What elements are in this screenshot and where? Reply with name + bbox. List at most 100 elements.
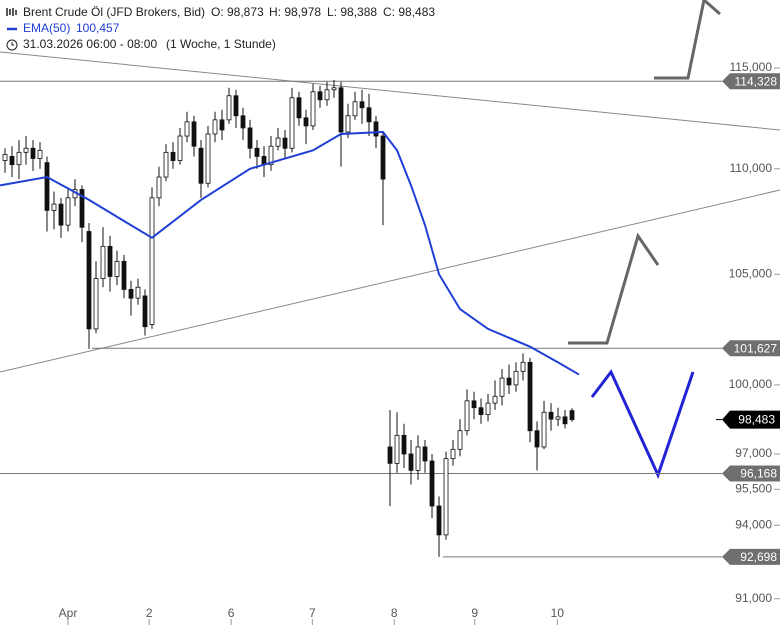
candle-body bbox=[394, 434, 400, 464]
y-tick-label: 95,500 bbox=[735, 481, 772, 495]
x-tick-label: 7 bbox=[309, 606, 316, 620]
level-label: 114,328 bbox=[735, 74, 778, 88]
candle-body bbox=[191, 121, 197, 147]
clock-hands bbox=[11, 42, 14, 46]
candle-body bbox=[443, 458, 449, 536]
candle-body bbox=[471, 400, 477, 409]
candle-body bbox=[562, 416, 568, 425]
candle-body bbox=[163, 151, 169, 178]
timestamp: 31.03.2026 06:00 - 08:00 bbox=[23, 37, 157, 51]
y-tick-label: 105,000 bbox=[729, 266, 773, 280]
candle-body bbox=[282, 137, 288, 149]
candle-body bbox=[205, 133, 211, 184]
candle-body bbox=[548, 411, 554, 420]
candle-body bbox=[387, 446, 393, 464]
trendline bbox=[0, 51, 780, 131]
candle-body bbox=[142, 295, 148, 328]
candle-body bbox=[149, 197, 155, 325]
candle-body bbox=[37, 149, 43, 159]
legend-value: 100,457 bbox=[76, 21, 120, 35]
clock-icon bbox=[6, 39, 18, 51]
candle-body bbox=[303, 117, 309, 127]
candle-body bbox=[569, 410, 575, 420]
x-tick-label: 6 bbox=[228, 606, 235, 620]
candle-body bbox=[499, 377, 505, 397]
legend-label: EMA(50) bbox=[23, 21, 70, 35]
candle-body bbox=[100, 245, 106, 279]
candle-body bbox=[30, 147, 36, 159]
candle-body bbox=[541, 411, 547, 448]
candle-body bbox=[44, 162, 50, 211]
candle-body bbox=[401, 434, 407, 455]
x-tick-label: 10 bbox=[551, 606, 565, 620]
x-tick-label: 9 bbox=[471, 606, 478, 620]
ohlc-low: L: 98,388 bbox=[327, 5, 377, 19]
candle-body bbox=[380, 135, 386, 180]
y-tick-label: 91,000 bbox=[735, 591, 772, 605]
candle-body bbox=[135, 286, 141, 299]
candle-body bbox=[485, 402, 491, 415]
candle-body bbox=[2, 153, 8, 161]
candle-body bbox=[338, 87, 344, 133]
candle-body bbox=[268, 145, 274, 166]
candle-body bbox=[373, 121, 379, 137]
candle-body bbox=[317, 91, 323, 101]
y-tick-label: 115,000 bbox=[730, 60, 773, 74]
candle-body bbox=[310, 91, 316, 127]
y-tick-label: 94,000 bbox=[735, 517, 772, 531]
candle-body bbox=[457, 430, 463, 450]
last-price-label: 98,483 bbox=[738, 413, 775, 427]
scenario-path bbox=[654, 0, 721, 80]
x-tick-label: Apr bbox=[59, 606, 78, 620]
level-tag bbox=[722, 548, 780, 565]
candle-body bbox=[289, 97, 295, 149]
header: Brent Crude Öl (JFD Brokers, Bid) O: 98,… bbox=[6, 5, 435, 51]
scenario-path bbox=[568, 232, 660, 345]
candle-body bbox=[436, 505, 442, 536]
candle-body bbox=[513, 370, 519, 386]
candle-body bbox=[478, 407, 484, 415]
candle-body bbox=[107, 245, 113, 277]
scenario-path bbox=[590, 369, 695, 480]
candle-body bbox=[114, 260, 120, 277]
candle-body bbox=[86, 231, 92, 330]
candle-body bbox=[16, 151, 22, 166]
candle-body bbox=[9, 156, 15, 166]
candle-body bbox=[184, 121, 190, 137]
timeframe: (1 Woche, 1 Stunde) bbox=[166, 37, 276, 51]
candle-body bbox=[366, 107, 372, 123]
candle-body bbox=[58, 203, 64, 226]
candle-body bbox=[226, 95, 232, 121]
candle-body bbox=[121, 260, 127, 290]
candle-body bbox=[51, 203, 57, 211]
candle-body bbox=[555, 416, 561, 420]
candle-body bbox=[177, 135, 183, 161]
y-tick-label: 100,000 bbox=[729, 377, 773, 391]
candle-body bbox=[359, 101, 365, 109]
level-label: 101,627 bbox=[734, 341, 778, 355]
candle-body bbox=[156, 176, 162, 199]
candle-body bbox=[247, 127, 253, 149]
level-tag bbox=[722, 73, 780, 90]
x-tick-label: 2 bbox=[146, 606, 153, 620]
level-tag bbox=[722, 465, 780, 482]
level-tag bbox=[722, 340, 780, 357]
candle-body bbox=[198, 147, 204, 184]
y-tick-label: 97,000 bbox=[735, 446, 772, 460]
candle-body bbox=[212, 119, 218, 135]
candle-body bbox=[345, 115, 351, 133]
candle-body bbox=[65, 197, 71, 226]
ohlc-close: C: 98,483 bbox=[383, 5, 435, 19]
candle-body bbox=[296, 97, 302, 119]
candle-body bbox=[324, 89, 330, 101]
candle-body bbox=[520, 361, 526, 372]
candle-body bbox=[408, 453, 414, 471]
candle-body bbox=[429, 460, 435, 507]
candle-body bbox=[233, 95, 239, 117]
candle-body bbox=[93, 278, 99, 330]
candle-body bbox=[79, 189, 85, 228]
ohlc-open: O: 98,873 bbox=[211, 5, 264, 19]
candle-body bbox=[492, 395, 498, 404]
